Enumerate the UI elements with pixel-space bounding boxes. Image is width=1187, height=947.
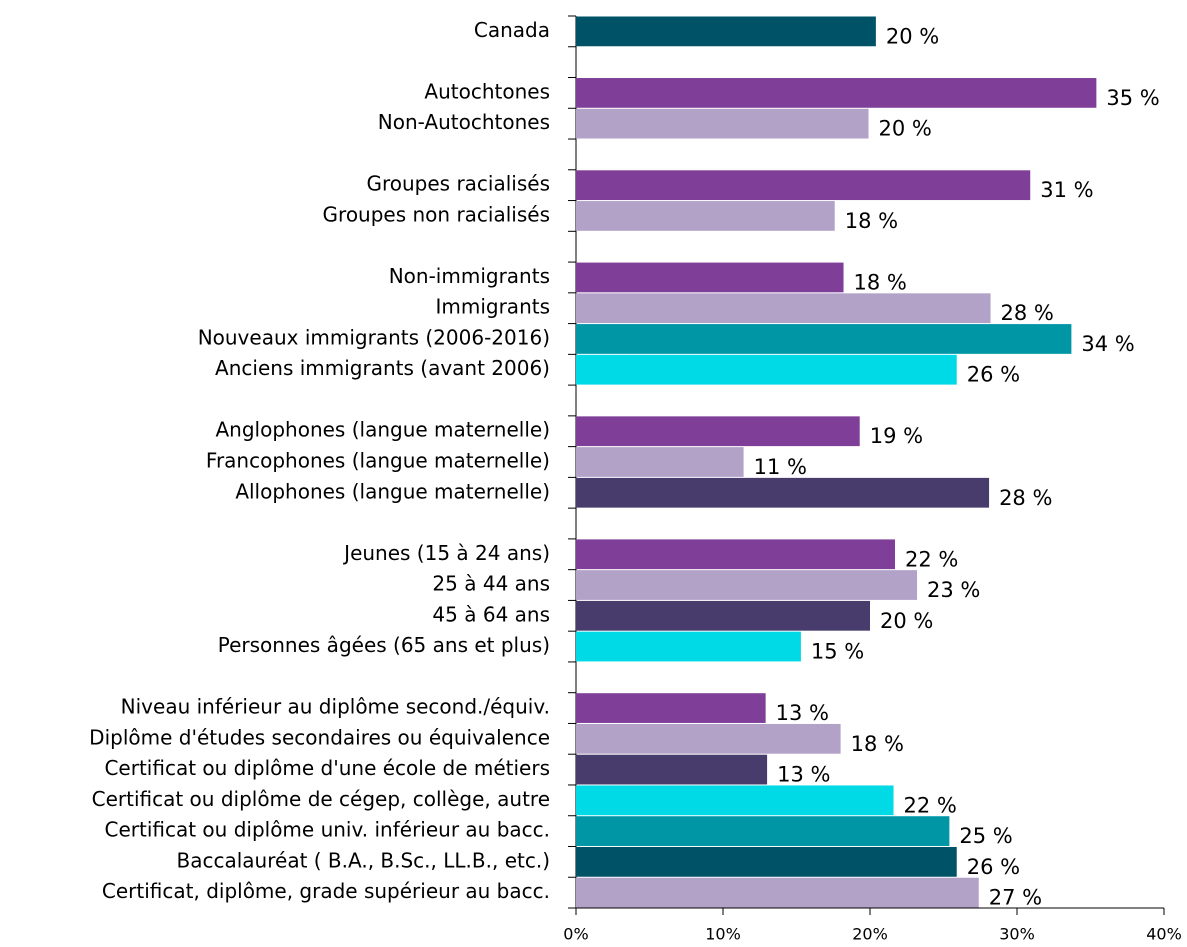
bar xyxy=(576,754,768,785)
category-label: 45 à 64 ans xyxy=(432,602,550,626)
category-label: Diplôme d'études secondaires ou équivale… xyxy=(89,725,550,749)
value-label: 20 % xyxy=(879,117,932,141)
category-label: Anglophones (langue maternelle) xyxy=(216,418,551,442)
bar xyxy=(576,846,957,877)
bar xyxy=(576,16,876,47)
category-label: Certificat ou diplôme d'une école de mét… xyxy=(104,756,550,780)
value-label: 18 % xyxy=(851,732,904,756)
value-label: 18 % xyxy=(854,270,907,294)
x-tick-label: 20% xyxy=(852,925,888,944)
value-label: 18 % xyxy=(845,209,898,233)
value-label: 22 % xyxy=(905,547,958,571)
x-tick-label: 40% xyxy=(1146,925,1182,944)
bar xyxy=(576,723,841,754)
bar xyxy=(576,354,957,385)
bar xyxy=(576,416,860,447)
category-label: Autochtones xyxy=(424,79,550,103)
bar xyxy=(576,324,1072,354)
value-label: 15 % xyxy=(811,640,864,664)
value-label: 34 % xyxy=(1081,332,1134,356)
category-label: Niveau inférieur au diplôme second./équi… xyxy=(121,695,550,719)
bar xyxy=(576,447,744,477)
bar xyxy=(576,477,990,508)
value-label: 11 % xyxy=(754,455,807,479)
category-label: Immigrants xyxy=(435,295,550,319)
value-label: 31 % xyxy=(1040,178,1093,202)
category-label: Allophones (langue maternelle) xyxy=(235,479,550,503)
bar xyxy=(576,293,991,324)
bar xyxy=(576,262,844,293)
bar xyxy=(576,600,870,631)
bar xyxy=(576,693,766,723)
value-label: 20 % xyxy=(880,609,933,633)
category-label: Certificat ou diplôme de cégep, collège,… xyxy=(92,787,550,811)
bar xyxy=(576,570,918,600)
value-label: 13 % xyxy=(776,701,829,725)
x-tick-label: 10% xyxy=(705,925,741,944)
value-label: 25 % xyxy=(959,824,1012,848)
bar xyxy=(576,785,894,816)
value-label: 28 % xyxy=(999,486,1052,510)
category-label: Baccalauréat ( B.A., B.Sc., LL.B., etc.) xyxy=(177,848,550,872)
value-label: 13 % xyxy=(777,763,830,787)
category-label: Non-Autochtones xyxy=(378,110,550,134)
category-label: Certificat, diplôme, grade supérieur au … xyxy=(102,879,550,903)
category-label: Groupes racialisés xyxy=(366,172,550,196)
bar xyxy=(576,877,979,908)
bar xyxy=(576,108,869,139)
bar xyxy=(576,170,1031,201)
value-label: 19 % xyxy=(870,424,923,448)
category-label: Groupes non racialisés xyxy=(323,202,550,226)
category-label: 25 à 44 ans xyxy=(432,572,550,596)
bar xyxy=(576,201,835,231)
value-label: 26 % xyxy=(967,855,1020,879)
category-label: Anciens immigrants (avant 2006) xyxy=(215,356,550,380)
category-label: Francophones (langue maternelle) xyxy=(206,449,550,473)
category-label: Non-immigrants xyxy=(389,264,550,288)
category-label: Jeunes (15 à 24 ans) xyxy=(342,541,550,565)
value-label: 28 % xyxy=(1001,301,1054,325)
value-label: 23 % xyxy=(927,578,980,602)
value-label: 27 % xyxy=(989,886,1042,910)
bar xyxy=(576,78,1097,108)
category-label: Certificat ou diplôme univ. inférieur au… xyxy=(104,818,550,842)
category-label: Personnes âgées (65 ans et plus) xyxy=(218,633,550,657)
value-label: 22 % xyxy=(904,793,957,817)
bar xyxy=(576,816,950,846)
value-label: 20 % xyxy=(886,24,939,48)
x-tick-label: 0% xyxy=(563,925,588,944)
bar xyxy=(576,631,801,662)
bar xyxy=(576,539,895,570)
category-label: Nouveaux immigrants (2006-2016) xyxy=(198,325,550,349)
category-label: Canada xyxy=(474,18,550,42)
x-tick-label: 30% xyxy=(999,925,1035,944)
value-label: 26 % xyxy=(967,363,1020,387)
value-label: 35 % xyxy=(1106,86,1159,110)
